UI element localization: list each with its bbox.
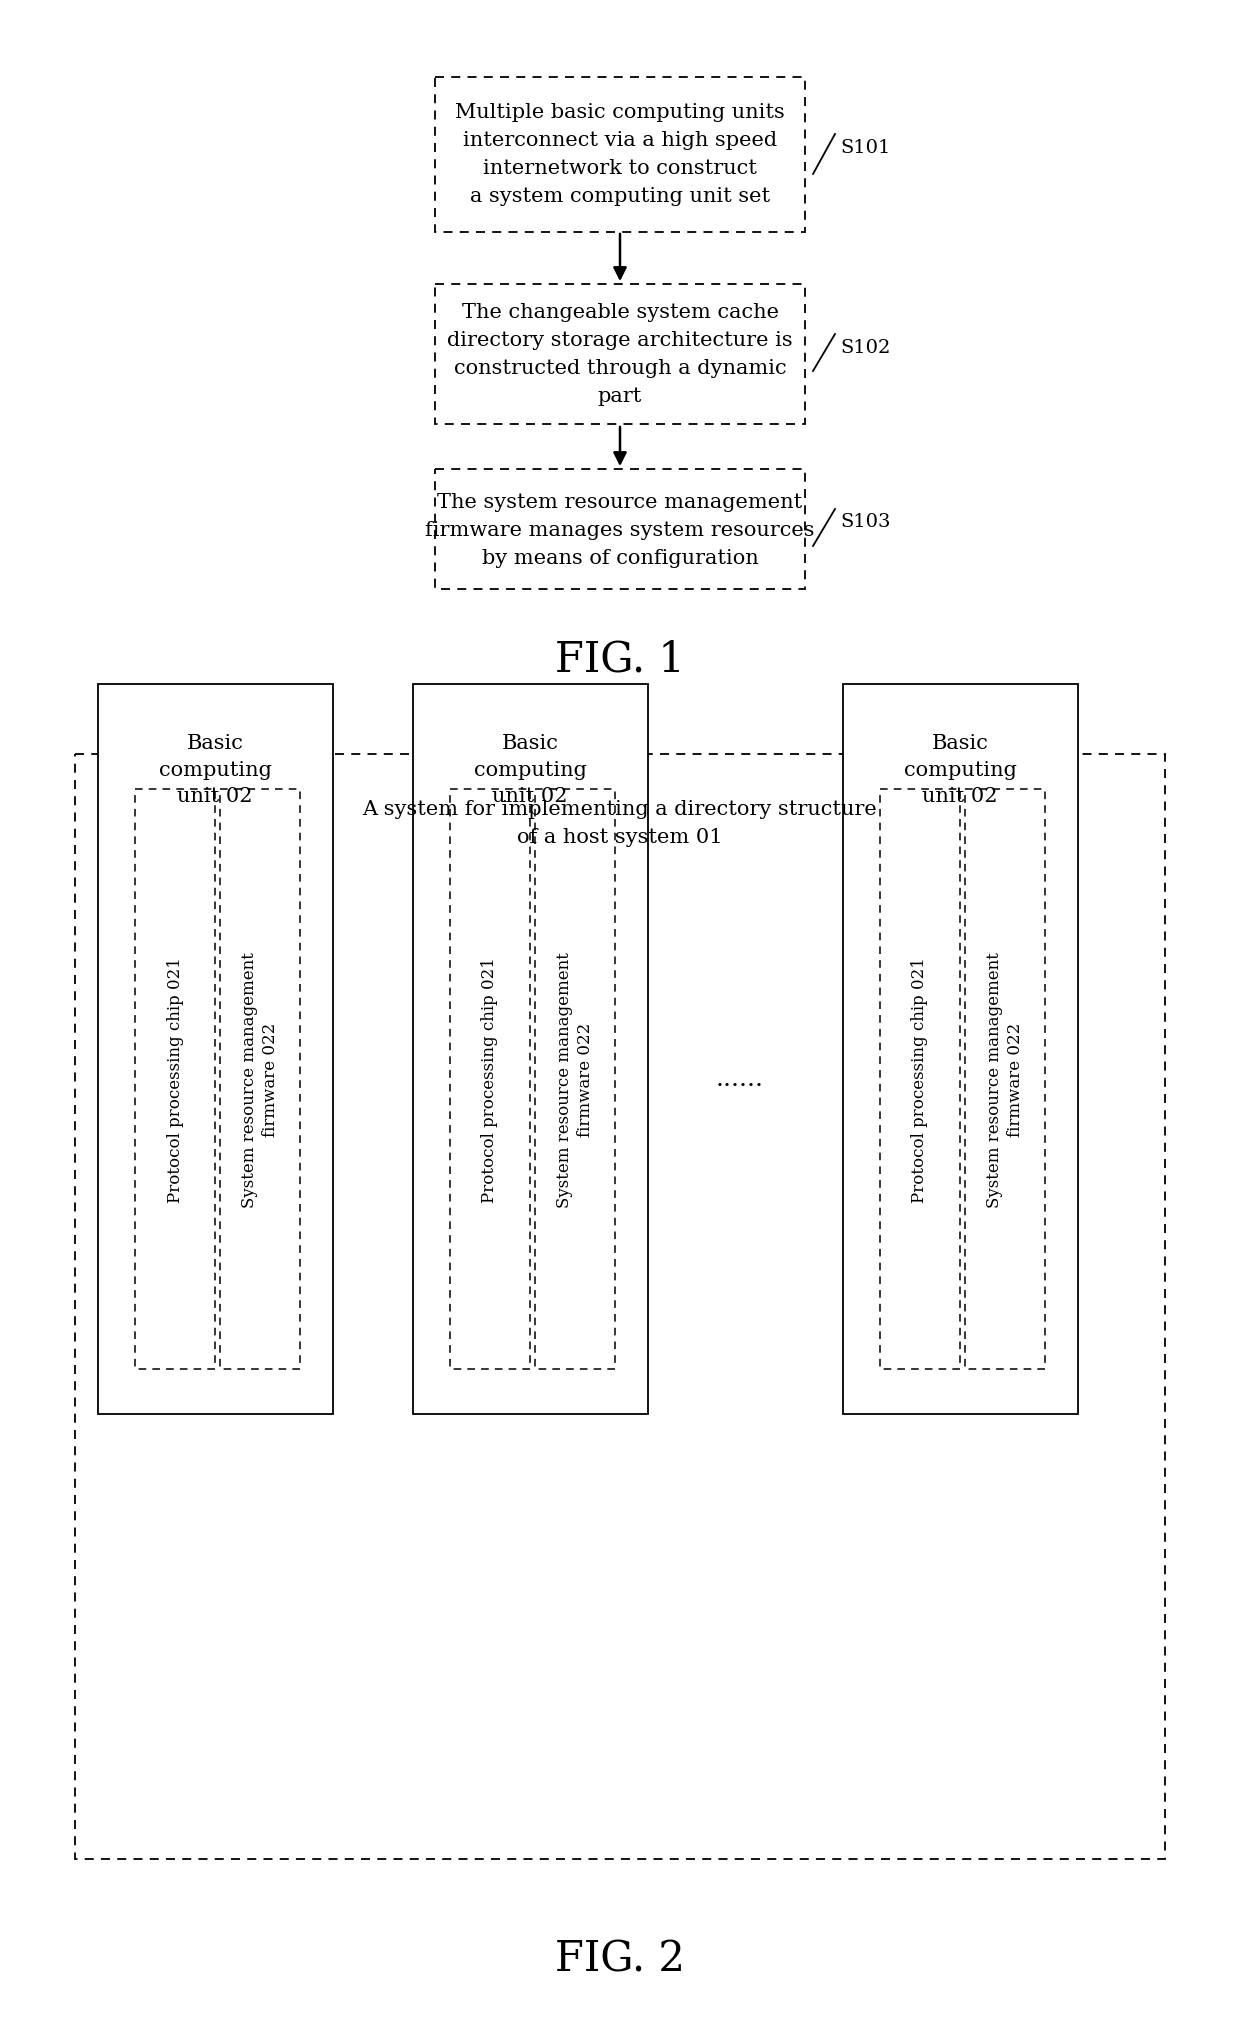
- Text: S103: S103: [839, 512, 890, 530]
- Text: A system for implementing a directory structure
of a host system 01: A system for implementing a directory st…: [362, 801, 878, 847]
- Text: FIG. 1: FIG. 1: [556, 638, 684, 681]
- Bar: [435, 284, 805, 425]
- Text: S102: S102: [839, 339, 890, 358]
- Bar: [135, 790, 215, 1370]
- Text: S101: S101: [839, 138, 890, 156]
- Text: Protocol processing chip 021: Protocol processing chip 021: [911, 957, 929, 1203]
- Text: System resource management
firmware 022: System resource management firmware 022: [241, 951, 279, 1207]
- Text: Basic
computing
unit 02: Basic computing unit 02: [159, 734, 272, 805]
- Bar: [74, 754, 1166, 1859]
- Bar: [842, 685, 1078, 1414]
- Text: Protocol processing chip 021: Protocol processing chip 021: [166, 957, 184, 1203]
- Text: The changeable system cache
directory storage architecture is
constructed throug: The changeable system cache directory st…: [448, 303, 792, 406]
- Text: Multiple basic computing units
interconnect via a high speed
internetwork to con: Multiple basic computing units interconn…: [455, 104, 785, 207]
- Bar: [98, 685, 332, 1414]
- Bar: [965, 790, 1045, 1370]
- Text: Basic
computing
unit 02: Basic computing unit 02: [474, 734, 587, 805]
- Text: System resource management
firmware 022: System resource management firmware 022: [556, 951, 594, 1207]
- Text: Protocol processing chip 021: Protocol processing chip 021: [481, 957, 498, 1203]
- Bar: [413, 685, 647, 1414]
- Bar: [534, 790, 615, 1370]
- Text: FIG. 2: FIG. 2: [556, 1939, 684, 1979]
- Bar: [450, 790, 529, 1370]
- Bar: [219, 790, 300, 1370]
- Text: ......: ......: [715, 1069, 764, 1091]
- Bar: [880, 790, 960, 1370]
- Bar: [435, 469, 805, 589]
- Text: The system resource management
firmware manages system resources
by means of con: The system resource management firmware …: [425, 492, 815, 567]
- Text: System resource management
firmware 022: System resource management firmware 022: [986, 951, 1024, 1207]
- Bar: [435, 77, 805, 232]
- Text: Basic
computing
unit 02: Basic computing unit 02: [904, 734, 1017, 805]
